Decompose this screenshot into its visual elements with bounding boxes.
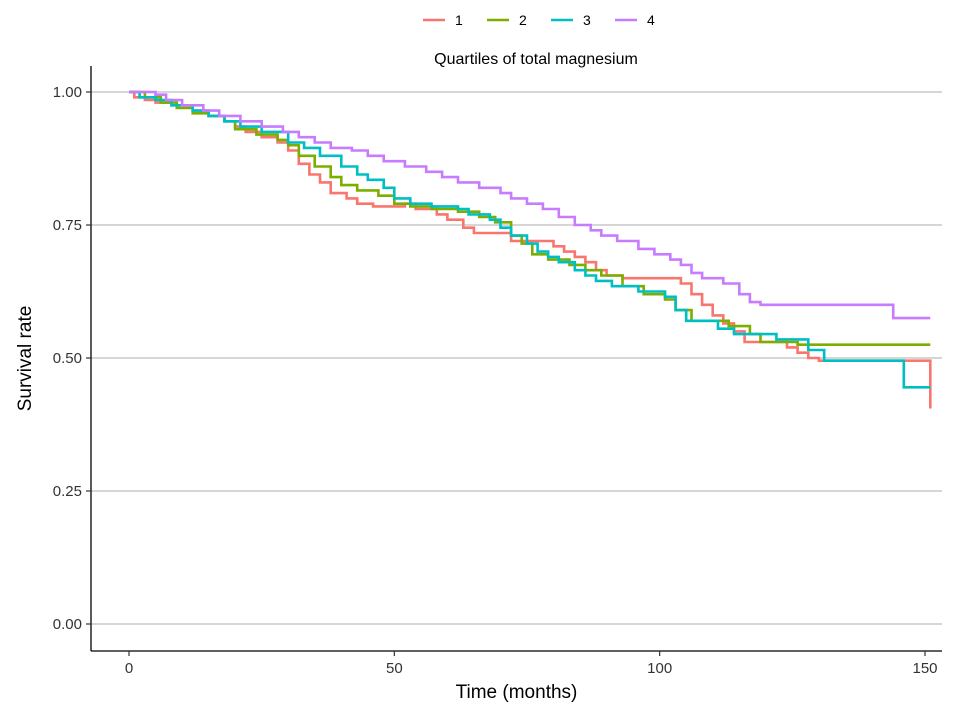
series-layer bbox=[129, 90, 932, 409]
y-tick-label: 0.00 bbox=[53, 616, 82, 633]
legend-title: Quartiles of total magnesium bbox=[434, 51, 638, 68]
legend-label-2: 2 bbox=[519, 12, 527, 28]
series-4-line bbox=[129, 90, 931, 320]
series-2-line bbox=[129, 90, 931, 346]
x-tick-label: 50 bbox=[386, 660, 403, 677]
x-tick-label: 150 bbox=[912, 660, 937, 677]
y-axis-title: Survival rate bbox=[15, 306, 36, 412]
series-3-line bbox=[129, 90, 931, 389]
gridlines bbox=[91, 91, 942, 625]
x-axis-ticks: 0 50 100 150 bbox=[125, 651, 938, 677]
x-tick-label: 0 bbox=[125, 660, 133, 677]
x-axis-title: Time (months) bbox=[456, 682, 578, 703]
y-tick-label: 0.25 bbox=[53, 483, 82, 500]
y-tick-label: 1.00 bbox=[53, 84, 82, 101]
legend: 1 2 3 4 bbox=[423, 12, 655, 28]
legend-label-4: 4 bbox=[647, 12, 655, 28]
x-tick-label: 100 bbox=[647, 660, 672, 677]
legend-label-3: 3 bbox=[583, 12, 591, 28]
legend-label-1: 1 bbox=[455, 12, 463, 28]
series-1-line bbox=[129, 90, 932, 409]
y-tick-label: 0.50 bbox=[53, 350, 82, 367]
y-tick-label: 0.75 bbox=[53, 217, 82, 234]
y-axis-ticks: 0.00 0.25 0.50 0.75 1.00 bbox=[53, 84, 91, 633]
